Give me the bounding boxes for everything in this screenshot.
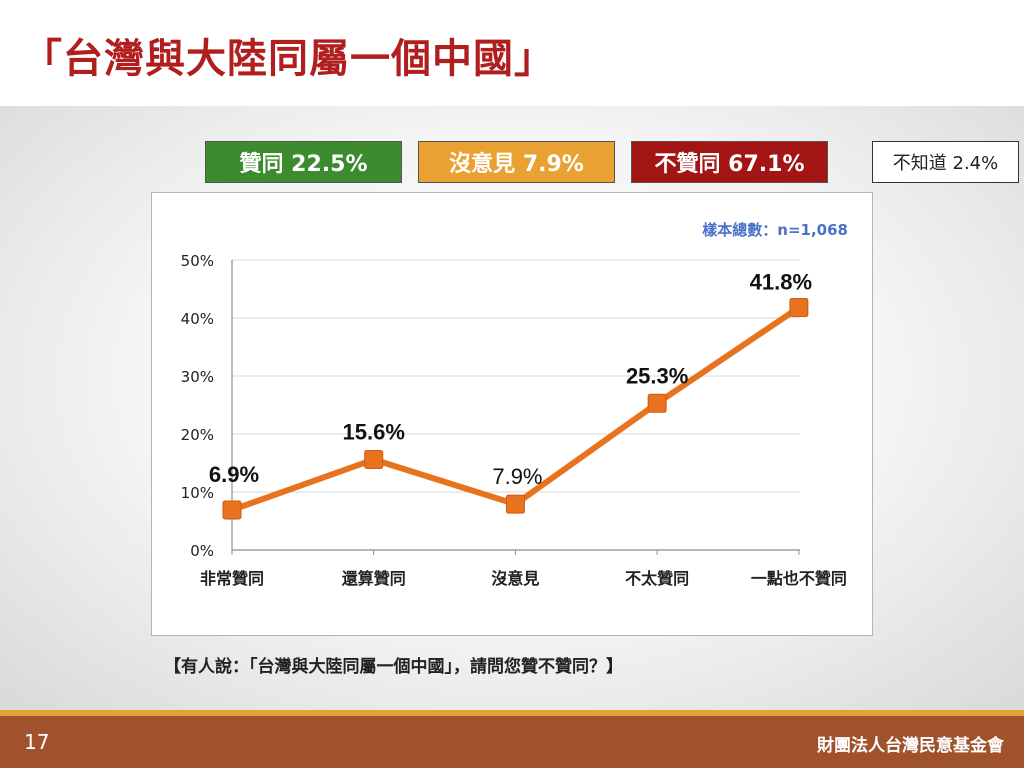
data-point [789,298,809,318]
survey-question: 【有人說：「台灣與大陸同屬一個中國」，請問您贊不贊同？】 [164,657,623,677]
data-point [364,450,384,470]
data-label: 25.3% [626,363,688,388]
organization-name: 財團法人台灣民意基金會 [817,736,1004,756]
x-tick-label: 非常贊同 [200,569,264,588]
data-label: 7.9% [492,464,542,489]
summary-disagree: 不贊同 67.1% [631,141,828,183]
x-tick-label: 還算贊同 [342,569,406,588]
y-tick-label: 30% [181,368,214,386]
data-point [647,393,667,413]
line-chart: 0% 10% 20% 30% 40% 50% 非常贊同 還算贊同 沒意見 不太贊同 一點也不贊同 6.… [181,221,848,588]
data-point [505,494,525,514]
y-tick-label: 10% [181,484,214,502]
x-tick-label: 一點也不贊同 [751,569,847,588]
summary-neutral: 沒意見 7.9% [418,141,615,183]
data-label: 15.6% [343,420,405,445]
x-tick-label: 沒意見 [491,569,539,588]
chart-panel: 0% 10% 20% 30% 40% 50% 非常贊同 還算贊同 沒意見 不太贊同 一點也不贊同 6.… [151,192,873,636]
footer-stripe [0,710,1024,716]
summary-agree: 贊同 22.5% [205,141,402,183]
page-number: 17 [24,730,50,754]
footer: 17 財團法人台灣民意基金會 [0,716,1024,768]
summary-unknown: 不知道 2.4% [872,141,1019,183]
data-label: 41.8% [750,270,812,295]
y-tick-label: 20% [181,426,214,444]
x-tick-label: 不太贊同 [625,569,689,588]
data-point [222,500,242,520]
y-tick-label: 50% [181,252,214,270]
slide-title: 「台灣與大陸同屬一個中國」 [22,36,555,82]
data-label: 6.9% [209,462,259,487]
title-bar: 「台灣與大陸同屬一個中國」 [0,0,1024,106]
y-tick-label: 0% [190,542,214,560]
y-tick-label: 40% [181,310,214,328]
sample-size-label: 樣本總數：n=1,068 [702,221,848,239]
